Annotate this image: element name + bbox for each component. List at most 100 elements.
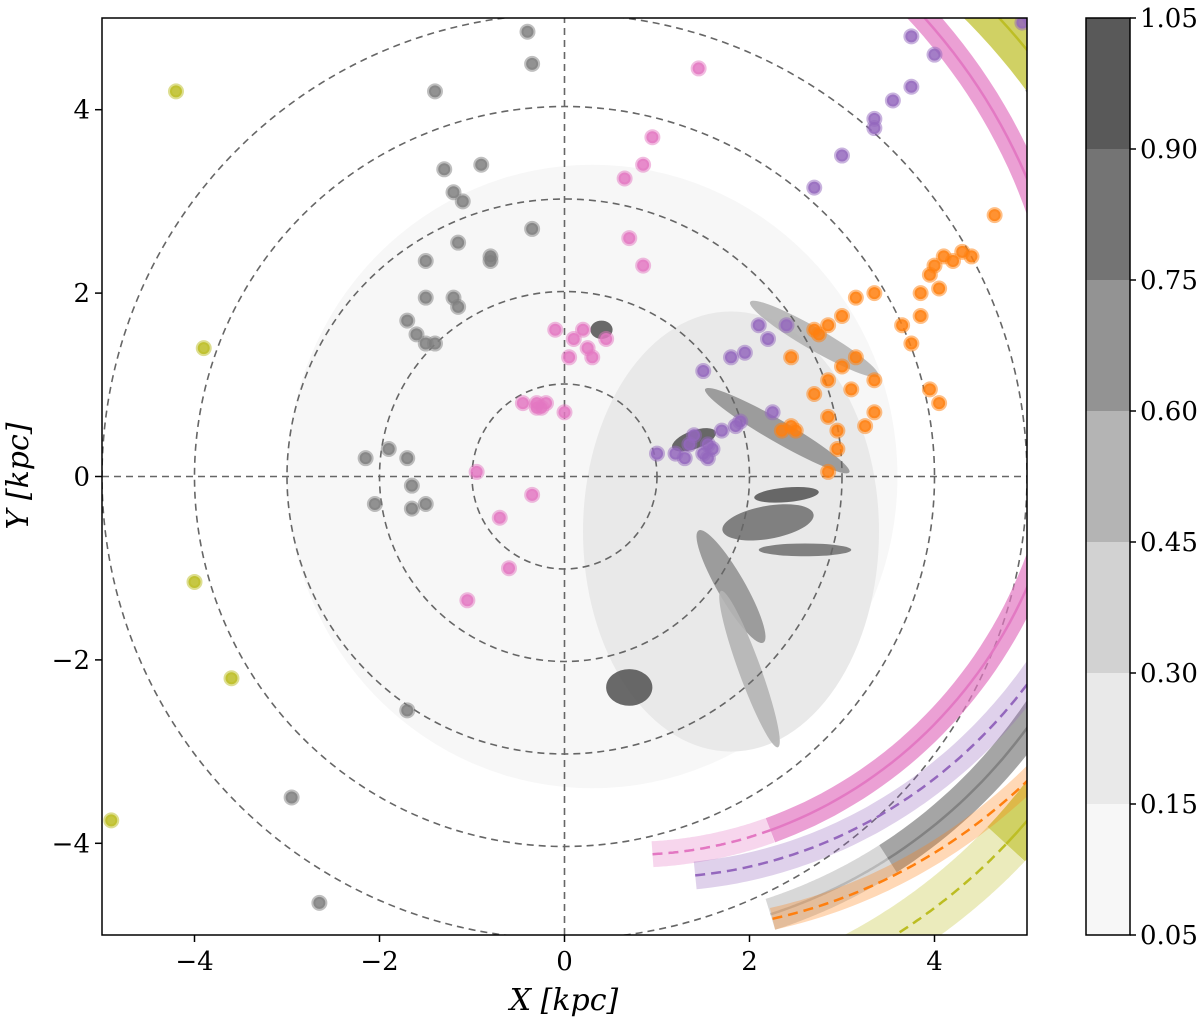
- data-point: [600, 333, 612, 345]
- data-point: [526, 489, 538, 501]
- x-tick-label: −4: [175, 947, 213, 977]
- data-point: [485, 255, 497, 267]
- data-point: [406, 503, 418, 515]
- data-point: [702, 452, 714, 464]
- data-point: [369, 498, 381, 510]
- y-tick-label: 4: [73, 96, 90, 126]
- data-point: [429, 338, 441, 350]
- data-point: [401, 452, 413, 464]
- colorbar-tick-label: 0.45: [1140, 528, 1198, 558]
- data-point: [767, 406, 779, 418]
- colorbar-band: [1086, 804, 1130, 935]
- data-point: [563, 351, 575, 363]
- data-point: [683, 438, 695, 450]
- data-point: [457, 195, 469, 207]
- data-point: [776, 425, 788, 437]
- data-point: [725, 351, 737, 363]
- data-point: [526, 58, 538, 70]
- colorbar-tick-label: 0.15: [1140, 790, 1198, 820]
- data-point: [189, 576, 201, 588]
- y-tick-label: −4: [52, 829, 90, 859]
- x-tick-label: 0: [556, 947, 573, 977]
- data-point: [438, 163, 450, 175]
- data-point: [822, 466, 834, 478]
- y-tick-label: 0: [73, 463, 90, 493]
- data-point: [785, 351, 797, 363]
- data-point: [619, 172, 631, 184]
- data-point: [716, 425, 728, 437]
- data-point: [896, 319, 908, 331]
- colorbar-band: [1086, 18, 1130, 149]
- data-point: [226, 672, 238, 684]
- data-point: [924, 269, 936, 281]
- data-point: [915, 310, 927, 322]
- data-point: [808, 182, 820, 194]
- data-point: [831, 443, 843, 455]
- data-point: [693, 62, 705, 74]
- data-point: [845, 383, 857, 395]
- data-point: [637, 159, 649, 171]
- density-blob: [759, 543, 852, 556]
- y-axis-label: Y [kpc]: [1, 422, 36, 529]
- data-point: [170, 85, 182, 97]
- data-point: [836, 150, 848, 162]
- data-point: [868, 374, 880, 386]
- data-point: [475, 159, 487, 171]
- data-point: [933, 283, 945, 295]
- data-point: [697, 365, 709, 377]
- data-point: [637, 260, 649, 272]
- data-point: [198, 342, 210, 354]
- data-point: [503, 562, 515, 574]
- x-tick-label: 4: [926, 947, 943, 977]
- colorbar-tick-label: 0.05: [1140, 921, 1198, 951]
- data-point: [850, 292, 862, 304]
- data-point: [568, 333, 580, 345]
- data-point: [762, 333, 774, 345]
- data-point: [753, 319, 765, 331]
- data-point: [105, 814, 117, 826]
- data-point: [822, 411, 834, 423]
- data-point: [452, 301, 464, 313]
- colorbar-tick-label: 0.30: [1140, 659, 1198, 689]
- colorbar-band: [1086, 411, 1130, 542]
- data-point: [850, 351, 862, 363]
- data-point: [739, 347, 751, 359]
- data-point: [929, 49, 941, 61]
- data-point: [905, 338, 917, 350]
- colorbar-tick-label: 0.60: [1140, 397, 1198, 427]
- colorbar-tick-label: 0.90: [1140, 135, 1198, 165]
- data-point: [822, 374, 834, 386]
- data-point: [915, 287, 927, 299]
- data-point: [813, 328, 825, 340]
- colorbar: 0.050.150.300.450.600.750.901.05: [1086, 4, 1198, 951]
- data-point: [924, 383, 936, 395]
- data-point: [360, 452, 372, 464]
- density-blob: [606, 669, 652, 706]
- data-point: [989, 209, 1001, 221]
- colorbar-band: [1086, 673, 1130, 804]
- data-point: [586, 351, 598, 363]
- data-point: [549, 324, 561, 336]
- colorbar-band: [1086, 280, 1130, 411]
- data-point: [517, 397, 529, 409]
- data-point: [947, 255, 959, 267]
- data-point: [461, 594, 473, 606]
- data-point: [966, 250, 978, 262]
- data-point: [651, 448, 663, 460]
- data-point: [831, 425, 843, 437]
- data-point: [905, 30, 917, 42]
- data-point: [401, 315, 413, 327]
- data-point: [836, 360, 848, 372]
- colorbar-tick-label: 1.05: [1140, 4, 1198, 34]
- data-point: [559, 406, 571, 418]
- data-point: [535, 402, 547, 414]
- data-point: [868, 122, 880, 134]
- y-tick-label: 2: [73, 279, 90, 309]
- data-point: [522, 26, 534, 38]
- data-point: [494, 512, 506, 524]
- data-point: [286, 791, 298, 803]
- data-point: [790, 425, 802, 437]
- colorbar-band: [1086, 149, 1130, 280]
- data-point: [868, 406, 880, 418]
